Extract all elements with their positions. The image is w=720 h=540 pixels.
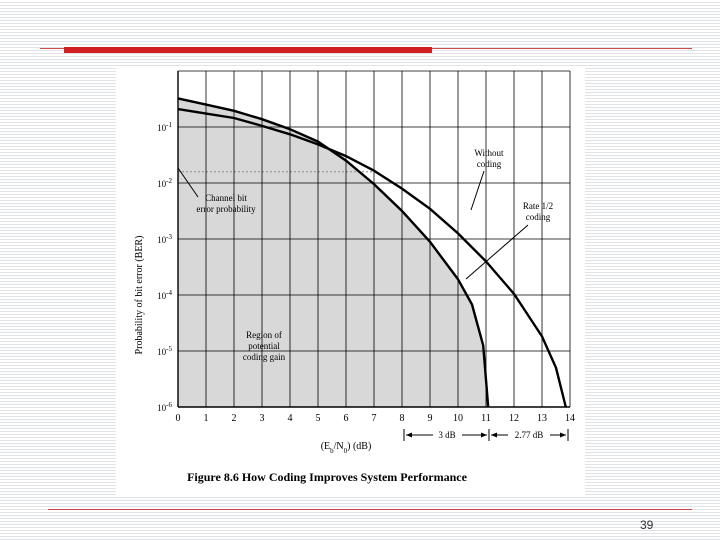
without-coding-line1: Without (474, 148, 504, 158)
without-coding-line2: coding (477, 159, 502, 169)
y-tick-label: 10-4 (157, 289, 172, 301)
x-tick-label: 11 (481, 413, 491, 424)
series-line-without-coding (177, 107, 567, 408)
x-tick-label: 13 (537, 413, 547, 424)
top-accent-bar (64, 47, 432, 53)
gain-arrowhead (481, 432, 487, 438)
ber-chart: 0 1 2 3 4 5 6 7 8 9 10 11 12 13 14 10-110-210-310-410-… (134, 70, 576, 484)
region-line2: potential (248, 341, 280, 351)
x-axis-label: (Eb/N0) (dB) (321, 441, 372, 455)
bottom-accent-line (48, 509, 692, 510)
gain-arrowhead (560, 432, 566, 438)
channel-line2: error probability (196, 204, 256, 214)
x-tick-label: 12 (509, 413, 519, 424)
x-tick-label: 1 (204, 413, 209, 424)
x-tick-label: 4 (288, 413, 293, 424)
y-tick-label: 10-5 (157, 345, 172, 357)
gain-3db-label: 3 dB (438, 430, 455, 440)
page-number: 39 (640, 518, 654, 532)
figure-caption: Figure 8.6 How Coding Improves System Pe… (187, 470, 468, 484)
without-coding-pointer (470, 170, 485, 211)
gain-arrowhead (406, 432, 412, 438)
y-tick-label: 10-6 (157, 401, 172, 413)
y-tick-labels: 10-1 10-2 10-3 10-4 10-5 10-6 (157, 121, 172, 413)
region-line3: coding gain (243, 352, 286, 362)
gain-277db-label: 2.77 dB (515, 430, 544, 440)
x-tick-label: 3 (260, 413, 265, 424)
x-tick-label: 2 (232, 413, 237, 424)
annotation-without-coding: Without coding (470, 148, 504, 211)
x-tick-label: 14 (565, 413, 575, 424)
figure-panel: 0 1 2 3 4 5 6 7 8 9 10 11 12 13 14 10-1 10-2 10-3 10-4 10-… (116, 67, 585, 496)
x-tick-label: 10 (453, 413, 463, 424)
chart-axes (177, 71, 570, 408)
gain-arrowhead (491, 432, 497, 438)
y-tick-label: 10-1 (157, 121, 172, 133)
x-tick-label: 0 (176, 413, 181, 424)
annotation-region: Region of potential coding gain (243, 330, 286, 362)
series-line-rate-half-coding (177, 97, 490, 408)
channel-pointer (177, 167, 199, 198)
rate-half-line2: coding (526, 212, 551, 222)
y-tick-label: 10-2 (157, 177, 172, 189)
coding-gain-shaded-region (178, 98, 489, 408)
x-tick-labels: 0 1 2 3 4 5 6 7 8 9 10 11 12 13 14 (176, 413, 576, 424)
gain-markers (403, 429, 569, 441)
channel-line1: Channel bit (205, 193, 247, 203)
region-line1: Region of (246, 330, 282, 340)
rate-half-line1: Rate 1/2 (523, 201, 553, 211)
annotation-channel: Channel bit error probability (177, 167, 256, 214)
y-axis-label: Probability of bit error (BER) (134, 236, 145, 355)
ber-curves (177, 97, 567, 408)
rate-half-pointer (465, 224, 529, 280)
annotation-rate-half: Rate 1/2 coding (465, 201, 553, 280)
x-tick-label: 5 (316, 413, 321, 424)
x-tick-label: 8 (400, 413, 405, 424)
x-tick-label: 9 (428, 413, 433, 424)
y-tick-label: 10-3 (157, 233, 172, 245)
x-tick-label: 7 (372, 413, 377, 424)
x-tick-label: 6 (344, 413, 349, 424)
